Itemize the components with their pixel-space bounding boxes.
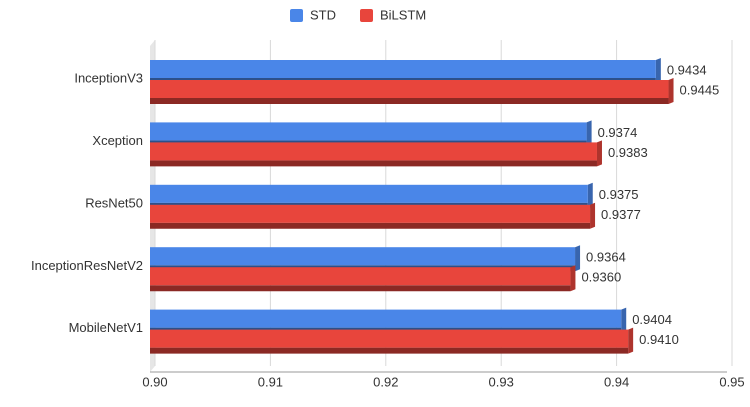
legend-label: BiLSTM: [380, 7, 426, 22]
y-tick-label: InceptionResNetV2: [31, 258, 143, 273]
value-label: 0.9364: [586, 250, 626, 265]
value-label: 0.9375: [599, 187, 639, 202]
bar-depth: [575, 245, 581, 272]
legend-swatch: [360, 9, 373, 22]
bar: [150, 122, 587, 141]
x-tick-label: 0.92: [373, 374, 398, 389]
y-tick-label: MobileNetV1: [69, 320, 143, 335]
bar: [150, 329, 629, 348]
value-label: 0.9374: [598, 125, 638, 140]
y-tick-label: Xception: [92, 133, 143, 148]
bar: [150, 184, 588, 203]
bar-depth: [587, 182, 593, 209]
y-tick-label: InceptionV3: [74, 71, 143, 86]
bar: [150, 80, 669, 98]
x-tick-label: 0.93: [489, 374, 514, 389]
value-label: 0.9360: [581, 270, 621, 285]
value-label: 0.9434: [667, 62, 707, 77]
value-label: 0.9410: [639, 332, 679, 347]
bar-depth: [570, 265, 576, 292]
bar-depth: [586, 120, 592, 147]
bar: [150, 60, 656, 78]
x-tick-label: 0.90: [142, 374, 167, 389]
bar: [150, 204, 591, 223]
bar-depth: [596, 140, 602, 167]
bar: [150, 142, 597, 161]
value-label: 0.9445: [680, 82, 720, 97]
legend-swatch: [290, 9, 303, 22]
bar-depth: [621, 307, 627, 334]
y-tick-label: ResNet50: [85, 195, 143, 210]
bar-depth: [150, 285, 571, 292]
bar-depth: [655, 58, 661, 84]
bar-depth: [150, 222, 591, 229]
value-label: 0.9383: [608, 145, 648, 160]
bar-depth: [590, 202, 596, 229]
bar-depth: [628, 327, 634, 354]
bar: [150, 247, 576, 266]
value-label: 0.9377: [601, 207, 641, 222]
bar: [150, 267, 571, 286]
x-tick-label: 0.95: [719, 374, 744, 389]
bar: [150, 309, 622, 328]
x-tick-label: 0.94: [604, 374, 629, 389]
bar-depth: [150, 347, 629, 354]
value-label: 0.9404: [632, 312, 672, 327]
x-tick-label: 0.91: [258, 374, 283, 389]
bar-depth: [150, 98, 669, 104]
bar-depth: [668, 78, 674, 104]
bar-depth: [150, 160, 597, 167]
legend-label: STD: [310, 7, 336, 22]
